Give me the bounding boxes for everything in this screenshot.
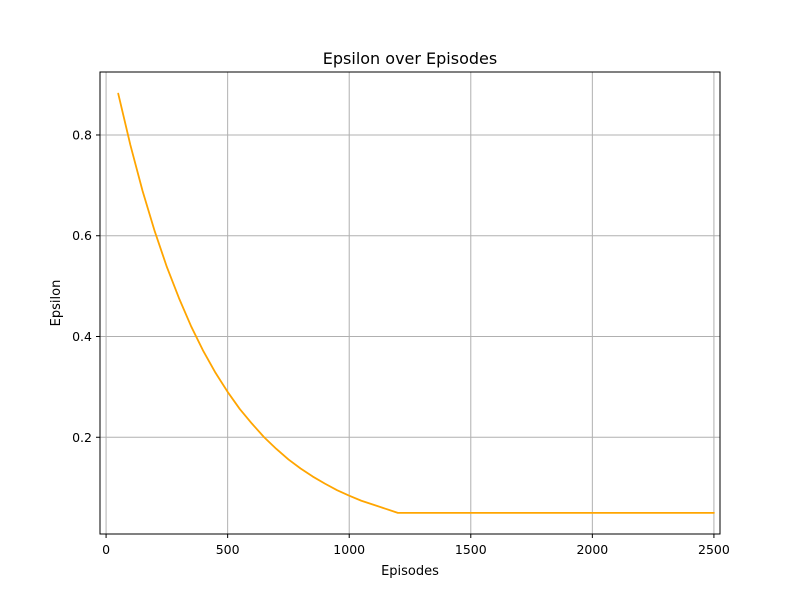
x-tick-label: 500 [216,542,240,557]
x-tick-label: 1500 [455,542,487,557]
y-tick-label: 0.2 [72,430,92,445]
x-tick-label: 0 [102,542,110,557]
x-axis-label: Episodes [381,564,439,579]
y-tick-label: 0.6 [72,228,92,243]
y-tick-label: 0.8 [72,127,92,142]
y-tick-label: 0.4 [72,329,92,344]
y-axis-label: Epsilon [49,280,64,327]
plot-frame [99,71,721,535]
x-tick-label: 2000 [576,542,608,557]
grid-lines [100,72,720,534]
chart-title: Epsilon over Episodes [323,49,497,68]
axis-ticks: 0 500 1000 1500 2000 2500 0.2 0.4 0.6 0.8 [72,127,730,557]
x-tick-label: 2500 [698,542,730,557]
epsilon-series-line [117,92,715,514]
x-tick-label: 1000 [333,542,365,557]
series-layer [117,92,715,514]
